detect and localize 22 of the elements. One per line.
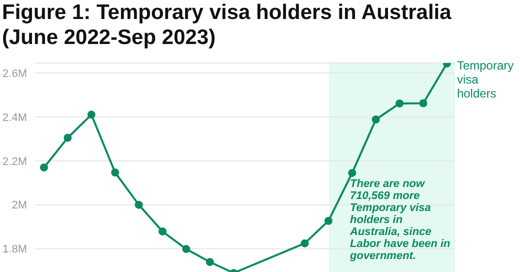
y-tick-label: 1.8M (2, 244, 27, 256)
y-tick-label: 2.2M (2, 156, 27, 168)
point (111, 168, 120, 177)
y-tick-label: 2.6M (2, 68, 27, 80)
point (324, 216, 332, 225)
point (158, 227, 167, 236)
point (206, 258, 214, 266)
point (372, 116, 380, 124)
point (300, 239, 309, 248)
point (396, 99, 404, 108)
y-tick-label: 2.4M (2, 112, 27, 124)
annotation: There are now 710,569 more Temporary visa holders in Australia, since Labor have been in government. (350, 178, 452, 262)
point (134, 200, 143, 209)
point (40, 163, 48, 172)
chart-title: Figure 1: Temporary visa holders in Australia (June 2022-Sep 2023) (2, 0, 452, 50)
point (182, 245, 190, 254)
point (64, 134, 72, 142)
point (348, 168, 356, 177)
point (87, 110, 96, 119)
y-tick-label: 2M (12, 200, 27, 212)
point (419, 99, 428, 108)
series-label: Temporary visa holders (456, 58, 514, 100)
